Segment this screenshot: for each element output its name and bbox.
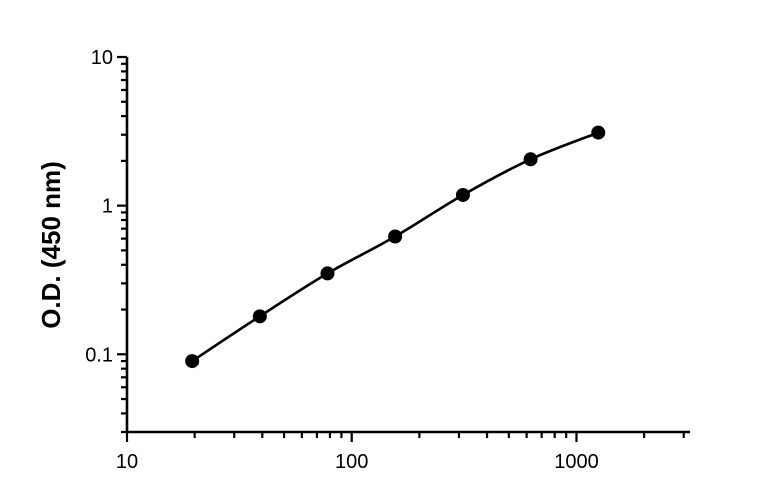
data-point xyxy=(523,152,538,167)
ticks xyxy=(117,55,685,442)
data-point xyxy=(320,266,335,281)
y-axis-label: O.D. (450 nm) xyxy=(36,161,66,329)
y-tick-label: 1 xyxy=(102,196,113,218)
data-point xyxy=(388,229,403,244)
data-point xyxy=(455,187,470,202)
x-tick-label: 1000 xyxy=(554,451,599,473)
y-tick-label: 0.1 xyxy=(85,344,113,366)
x-tick-label: 100 xyxy=(335,451,368,473)
y-tick-label: 10 xyxy=(91,47,113,69)
data-point xyxy=(252,309,267,324)
data-point xyxy=(591,125,606,140)
x-tick-label: 10 xyxy=(116,451,138,473)
fit-curve xyxy=(191,131,599,363)
data-points xyxy=(185,125,606,369)
data-point xyxy=(185,354,200,369)
axes xyxy=(125,57,690,434)
tick-labels: 10 100 1000 0.1 1 10 xyxy=(85,47,599,473)
